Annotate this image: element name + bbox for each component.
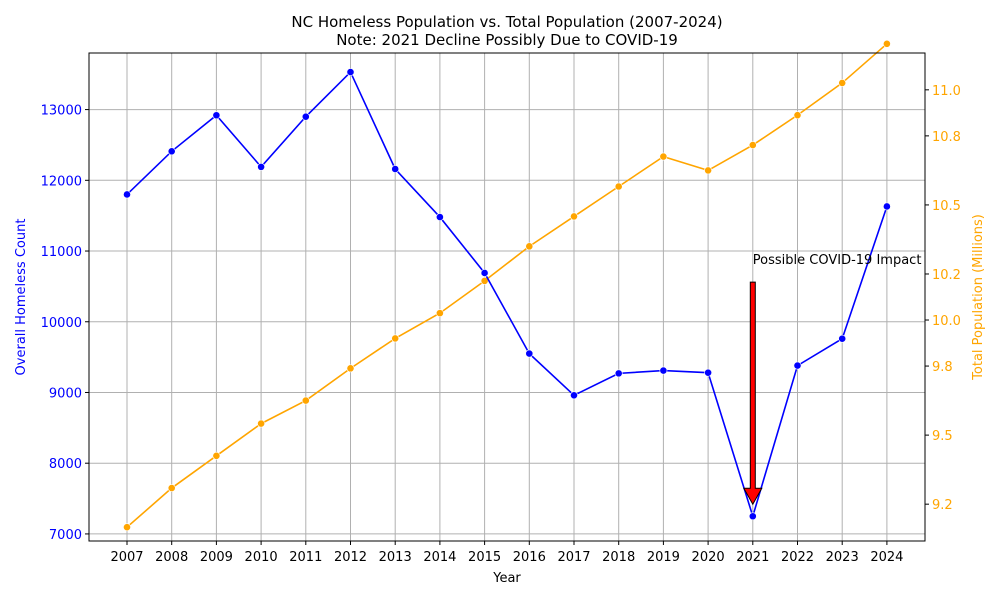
y-axis-right-label: Total Population (Millions)	[971, 214, 986, 381]
x-tick-label: 2017	[557, 550, 590, 565]
homeless-series-point	[793, 361, 802, 370]
homeless-series-point	[748, 512, 757, 521]
y-left-tick-label: 9000	[49, 386, 82, 401]
x-tick-label: 2016	[513, 550, 546, 565]
population-series-point	[167, 484, 176, 492]
population-series-line	[126, 43, 888, 528]
y-right-tick-label: 10.5	[932, 199, 961, 214]
chart-title-line1: NC Homeless Population vs. Total Populat…	[291, 13, 722, 31]
y-right-tick-label: 9.2	[932, 498, 953, 513]
series-layer	[123, 39, 891, 532]
x-tick-label: 2013	[379, 550, 412, 565]
covid-annotation-label: Possible COVID-19 Impact	[753, 253, 922, 268]
x-tick-label: 2012	[334, 550, 367, 565]
x-tick-label: 2009	[200, 550, 233, 565]
axis-layer: 2007 2008 2009 2010 2011 2012 2013 2014 2015 2016…	[41, 84, 961, 565]
x-tick-label: 2011	[289, 550, 322, 565]
population-series-point	[704, 166, 712, 175]
covid-annotation-arrow	[742, 281, 763, 506]
population-series-point	[212, 451, 221, 460]
population-series-point	[391, 334, 400, 343]
x-tick-label: 2023	[826, 550, 859, 565]
population-series-point	[793, 111, 802, 120]
annotation-layer: Possible COVID-19 Impact	[742, 253, 922, 506]
population-series-point	[748, 141, 757, 149]
homeless-series-point	[212, 111, 221, 120]
y-right-tick-label: 9.5	[932, 429, 953, 444]
homeless-series-point	[480, 269, 489, 277]
y-left-tick-label: 13000	[41, 104, 82, 119]
y-right-tick-label: 11.0	[932, 84, 961, 99]
population-series-point	[525, 242, 534, 251]
y-right-tick-label: 10.0	[932, 314, 961, 329]
x-tick-label: 2024	[870, 550, 903, 565]
y-right-tick-label: 10.8	[932, 130, 961, 145]
y-left-tick-label: 11000	[41, 245, 82, 260]
x-tick-label: 2021	[736, 550, 769, 565]
y-left-tick-label: 7000	[49, 528, 82, 543]
homeless-series-point	[257, 162, 265, 171]
x-tick-label: 2022	[781, 550, 814, 565]
population-series-point	[883, 39, 891, 48]
y-left-tick-label: 12000	[41, 174, 82, 189]
population-series-point	[301, 396, 310, 405]
population-series-point	[346, 364, 355, 373]
x-axis-label: Year	[492, 571, 521, 586]
grid-layer	[89, 53, 925, 541]
population-series-point	[570, 212, 578, 221]
population-series-point	[123, 523, 131, 532]
population-series-point	[838, 79, 847, 87]
x-tick-label: 2007	[110, 550, 143, 565]
chart-title-line2: Note: 2021 Decline Possibly Due to COVID…	[336, 31, 678, 49]
homeless-series-point	[346, 68, 355, 76]
homeless-series-point	[391, 165, 400, 173]
x-tick-label: 2010	[245, 550, 278, 565]
population-series-point	[435, 309, 444, 318]
x-tick-label: 2019	[647, 550, 680, 565]
homeless-series-point	[301, 112, 310, 121]
y-left-tick-label: 8000	[49, 457, 82, 472]
x-tick-label: 2020	[692, 550, 725, 565]
population-series-point	[659, 152, 668, 161]
homeless-series-point	[167, 147, 176, 156]
x-tick-label: 2014	[423, 550, 456, 565]
homeless-series-point	[659, 366, 668, 375]
homeless-series-point	[883, 202, 891, 211]
homeless-series-point	[838, 334, 847, 343]
population-series-point	[257, 419, 265, 428]
homeless-series-point	[570, 391, 578, 400]
homeless-series-point	[614, 369, 623, 378]
x-tick-label: 2015	[468, 550, 501, 565]
homeless-series-point	[435, 213, 444, 221]
plot-frame	[88, 52, 926, 542]
population-series-point	[614, 182, 623, 191]
homeless-series-point	[525, 349, 534, 358]
y-right-tick-label: 9.8	[932, 360, 953, 375]
x-tick-label: 2008	[155, 550, 188, 565]
x-tick-label: 2018	[602, 550, 635, 565]
homeless-series-line	[126, 70, 888, 519]
y-axis-left-label: Overall Homeless Count	[14, 219, 29, 376]
homeless-series-point	[704, 368, 712, 377]
homeless-series-point	[123, 190, 131, 199]
y-left-tick-label: 10000	[41, 316, 82, 331]
y-right-tick-label: 10.2	[932, 268, 961, 283]
